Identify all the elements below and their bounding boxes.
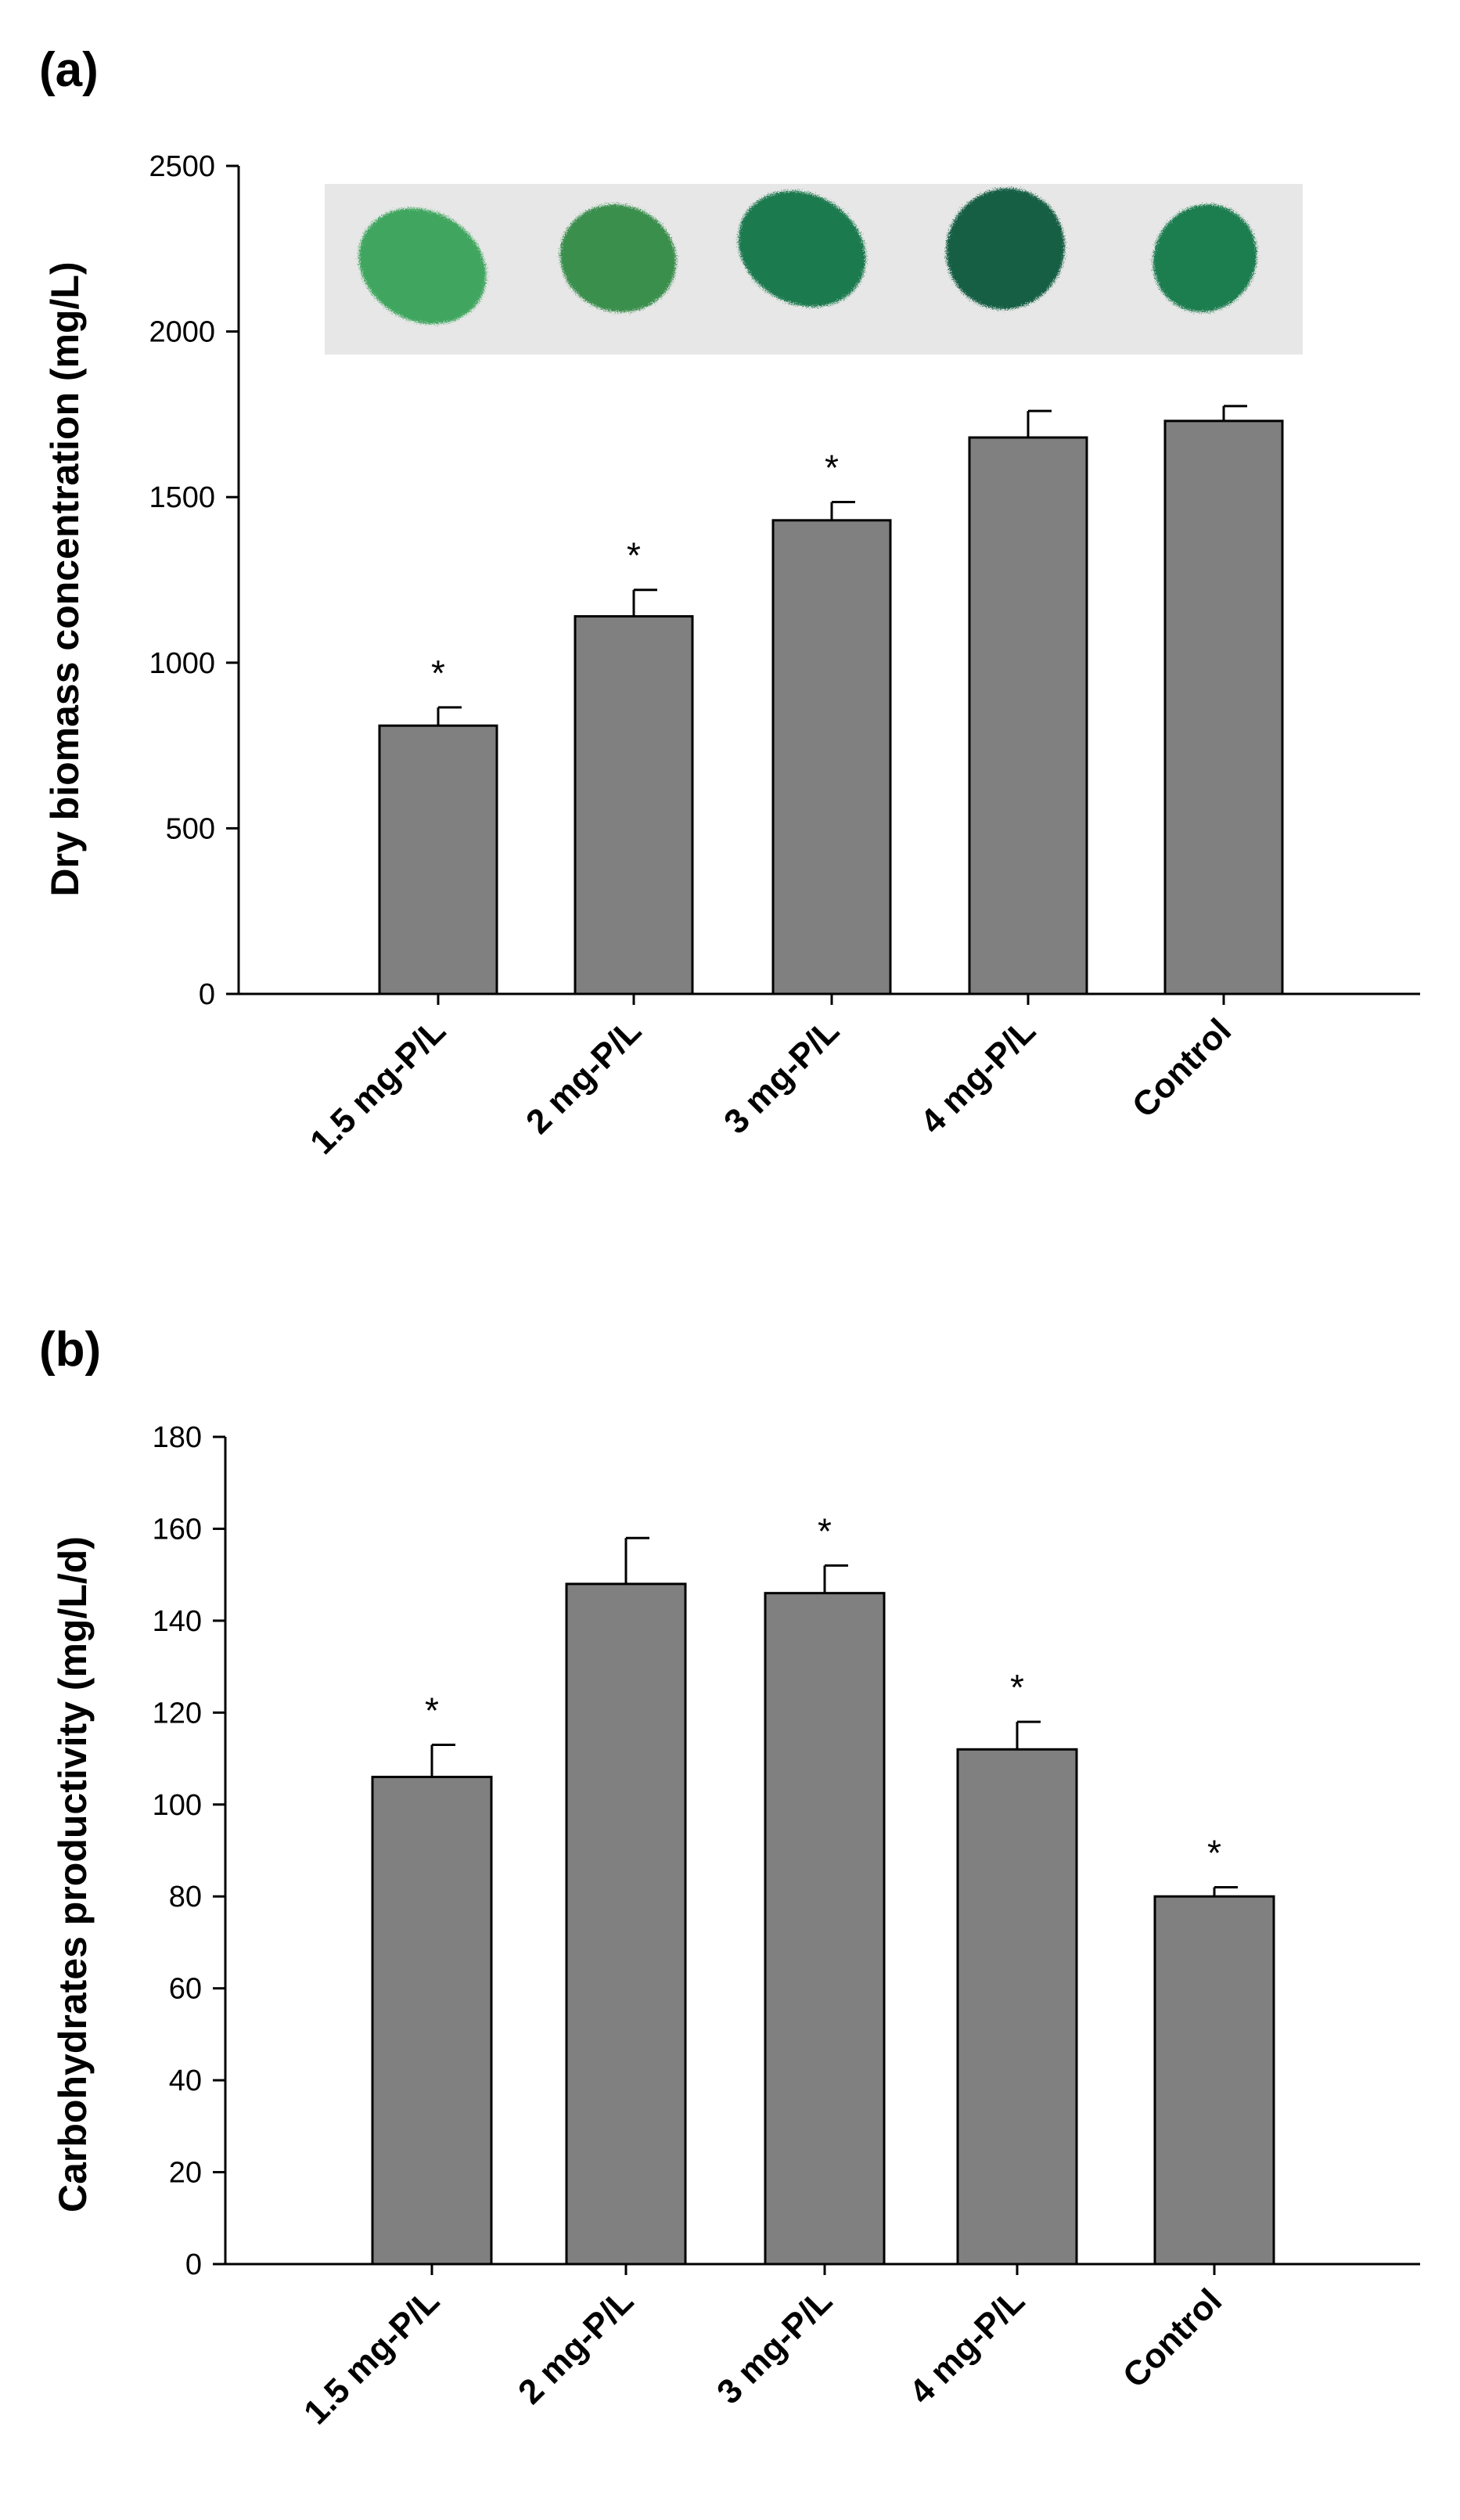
significance-marker: * [431,653,445,693]
bar [371,1776,493,2266]
y-tick-label: 0 [199,978,215,1011]
sample-pile [358,207,487,325]
panel-b-label: (b) [39,1323,101,1377]
x-category-label: 2 mg-P/L [511,2281,641,2411]
y-tick-label: 60 [169,1973,202,2006]
bar [565,1582,687,2266]
panel-a-chart: (a) * * * 0 500 1000 1500 2000 2500 1.5 mg-P/L 2 … [39,43,1420,1161]
x-category-label: 4 mg-P/L [913,1011,1043,1141]
y-tick-label: 40 [169,2065,202,2097]
significance-marker: * [425,1690,439,1730]
x-category-label: 1.5 mg-P/L [303,1011,453,1161]
bar [968,436,1088,995]
sample-pile [1153,204,1257,312]
y-tick-label: 160 [153,1513,202,1546]
sample-pile [738,190,866,308]
sample-pile [946,188,1065,310]
x-category-label: 3 mg-P/L [717,1011,847,1141]
y-axis-title: Carbohydrates productivity (mg/L/d) [51,1536,95,2212]
sample-photo-inset [325,184,1303,355]
bar [1153,1895,1275,2266]
y-axis-title: Dry biomass concentration (mg/L) [43,261,87,896]
y-tick-label: 2000 [149,316,215,349]
y-tick-label: 120 [153,1697,202,1730]
y-tick-label: 80 [169,1881,202,1913]
significance-marker: * [818,1510,832,1551]
significance-marker: * [1010,1667,1024,1708]
y-tick-label: 2500 [149,150,215,183]
y-tick-label: 140 [153,1605,202,1638]
bar [574,615,694,995]
bar [378,724,498,995]
y-tick-label: 500 [166,812,215,845]
bar [771,519,892,995]
significance-marker: * [627,535,641,576]
significance-marker: * [825,448,839,488]
y-tick-label: 20 [169,2157,202,2190]
x-category-label: Control [1125,1011,1239,1125]
x-category-label: 1.5 mg-P/L [297,2281,447,2432]
bar [956,1748,1078,2266]
y-tick-label: 100 [153,1789,202,1822]
y-tick-label: 0 [185,2248,202,2281]
sample-pile [559,204,677,312]
significance-marker: * [1207,1832,1221,1873]
x-category-label: Control [1116,2281,1229,2395]
panel-b-chart: (b) * * * * 0 20 40 60 80 100 120 140 160 180 1.5 mg-… [39,1323,1420,2432]
bar [764,1592,886,2266]
y-tick-label: 1000 [149,647,215,680]
bar [1163,419,1284,995]
x-category-label: 4 mg-P/L [902,2281,1032,2411]
y-tick-label: 180 [153,1421,202,1454]
x-category-label: 3 mg-P/L [710,2281,840,2411]
x-category-label: 2 mg-P/L [519,1011,649,1141]
y-tick-label: 1500 [149,481,215,514]
panel-a-label: (a) [39,43,99,97]
